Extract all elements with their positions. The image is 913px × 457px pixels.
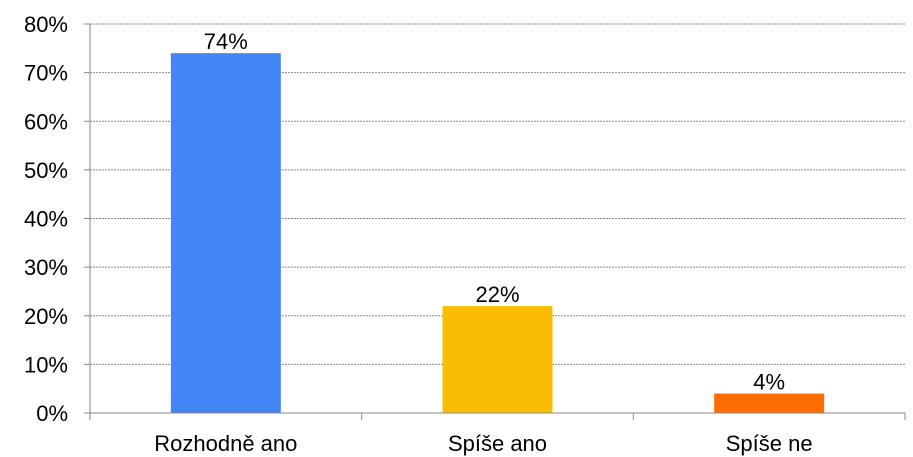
y-tick-label: 50% xyxy=(24,158,68,183)
data-label: 22% xyxy=(475,282,519,307)
x-tick-label: Rozhodně ano xyxy=(154,431,297,456)
y-tick-label: 0% xyxy=(36,401,68,426)
axes xyxy=(84,23,906,420)
x-tick-label: Spíše ano xyxy=(448,431,547,456)
y-tick-label: 80% xyxy=(24,12,68,37)
bar xyxy=(170,53,281,414)
x-tick-label: Spíše ne xyxy=(726,431,813,456)
y-tick-label: 30% xyxy=(24,255,68,280)
y-tick-label: 20% xyxy=(24,304,68,329)
bar xyxy=(442,306,553,413)
y-tick-label: 40% xyxy=(24,207,68,232)
y-tick-label: 70% xyxy=(24,61,68,86)
data-label: 4% xyxy=(753,370,785,395)
y-tick-label: 10% xyxy=(24,352,68,377)
data-label: 74% xyxy=(204,29,248,54)
labels: 0% 10% 20% 30% 40% 50% 60% 70% 80% 74% Rozhodně an… xyxy=(24,12,813,456)
bars xyxy=(170,53,825,414)
bar xyxy=(714,393,825,413)
y-tick-label: 60% xyxy=(24,109,68,134)
